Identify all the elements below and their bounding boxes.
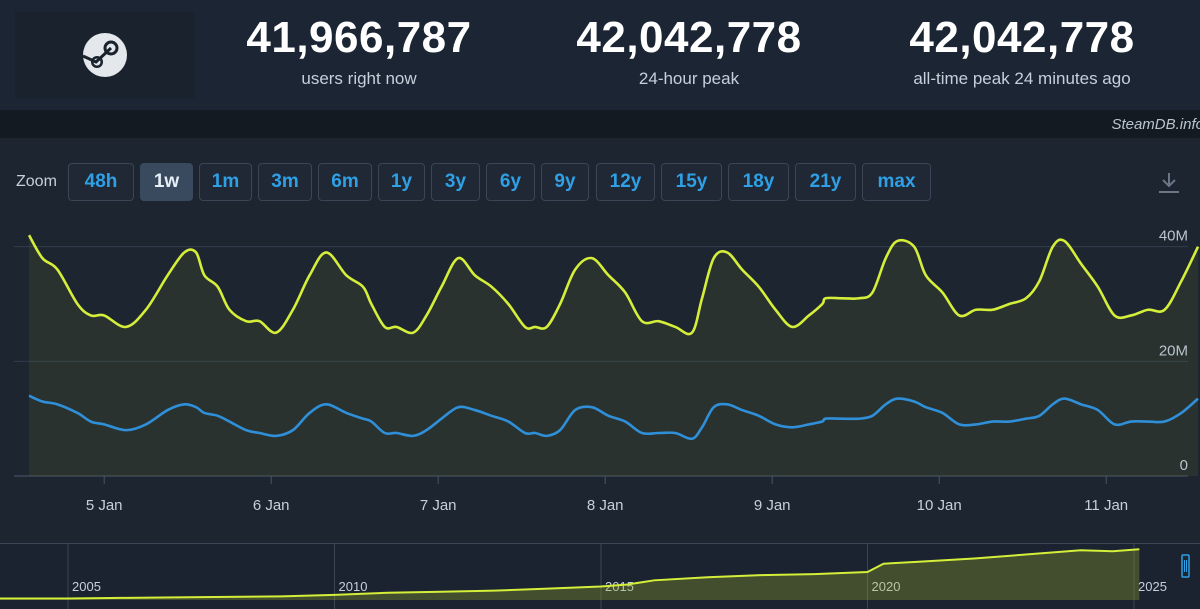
y-tick-label: 20M <box>1159 342 1188 359</box>
zoom-button-max[interactable]: max <box>862 163 931 201</box>
zoom-button-15y[interactable]: 15y <box>661 163 722 201</box>
stats-header: 41,966,787 users right now 42,042,778 24… <box>0 0 1200 110</box>
zoom-button-1y[interactable]: 1y <box>378 163 425 201</box>
peak-24h-label: 24-hour peak <box>638 69 740 88</box>
credit-strip: SteamDB.info <box>0 110 1200 138</box>
zoom-button-1m[interactable]: 1m <box>199 163 252 201</box>
peak-all-label: all-time peak 24 minutes ago <box>913 69 1131 88</box>
peak-24h-value: 42,042,778 <box>576 13 802 62</box>
series-line-users <box>27 234 1200 336</box>
zoom-label: Zoom <box>16 173 57 190</box>
navigator-series-line <box>0 548 1140 600</box>
x-tick-label: 5 Jan <box>86 497 123 514</box>
credit-text: SteamDB.info <box>1111 116 1200 133</box>
zoom-bar: Zoom 48h 1w 1m 3m 6m 1y 3y 6y 9y 12y 15y… <box>0 163 1200 201</box>
zoom-button-18y[interactable]: 18y <box>728 163 789 201</box>
x-tick-label: 7 Jan <box>420 497 457 514</box>
series-line-ingame <box>28 394 1199 441</box>
zoom-button-12y[interactable]: 12y <box>596 163 655 201</box>
navigator-year-label: 2020 <box>872 579 901 594</box>
main-chart: 0 20M 40M 5 Jan 6 Jan 7 Jan 8 Jan 9 Jan 10 Jan 11… <box>14 228 1200 514</box>
y-tick-label: 40M <box>1159 228 1188 245</box>
zoom-button-1w[interactable]: 1w <box>140 163 193 201</box>
users-now-label: users right now <box>301 69 417 88</box>
stat-24h-peak: 42,042,778 24-hour peak <box>550 14 828 90</box>
navigator-year-label: 2025 <box>1138 579 1167 594</box>
download-icon[interactable] <box>1157 171 1181 195</box>
logo-box <box>15 12 195 98</box>
zoom-button-3m[interactable]: 3m <box>258 163 312 201</box>
zoom-button-21y[interactable]: 21y <box>795 163 856 201</box>
zoom-button-6y[interactable]: 6y <box>486 163 535 201</box>
x-tick-label: 8 Jan <box>587 497 624 514</box>
zoom-button-48h[interactable]: 48h <box>68 163 134 201</box>
zoom-button-9y[interactable]: 9y <box>541 163 589 201</box>
users-now-value: 41,966,787 <box>246 13 472 62</box>
navigator-year-label: 2010 <box>339 579 368 594</box>
navigator-year-label: 2005 <box>72 579 101 594</box>
navigator-chart[interactable]: 2005 2010 2015 2020 2025 <box>0 543 1200 609</box>
zoom-button-6m[interactable]: 6m <box>318 163 372 201</box>
y-tick-label: 0 <box>1180 457 1188 474</box>
x-tick-label: 10 Jan <box>917 497 962 514</box>
x-tick-label: 9 Jan <box>754 497 791 514</box>
peak-all-value: 42,042,778 <box>909 13 1135 62</box>
zoom-button-3y[interactable]: 3y <box>431 163 480 201</box>
navigator-area-fill <box>0 549 1140 600</box>
navigator-handle[interactable] <box>1181 554 1190 578</box>
x-tick-label: 11 Jan <box>1084 497 1128 514</box>
stat-users-now: 41,966,787 users right now <box>225 14 493 90</box>
stat-all-time-peak: 42,042,778 all-time peak 24 minutes ago <box>872 14 1172 90</box>
x-tick-label: 6 Jan <box>253 497 290 514</box>
users-area-fill <box>29 235 1199 476</box>
navigator-year-label: 2015 <box>605 579 634 594</box>
steam-logo-icon <box>82 33 127 77</box>
